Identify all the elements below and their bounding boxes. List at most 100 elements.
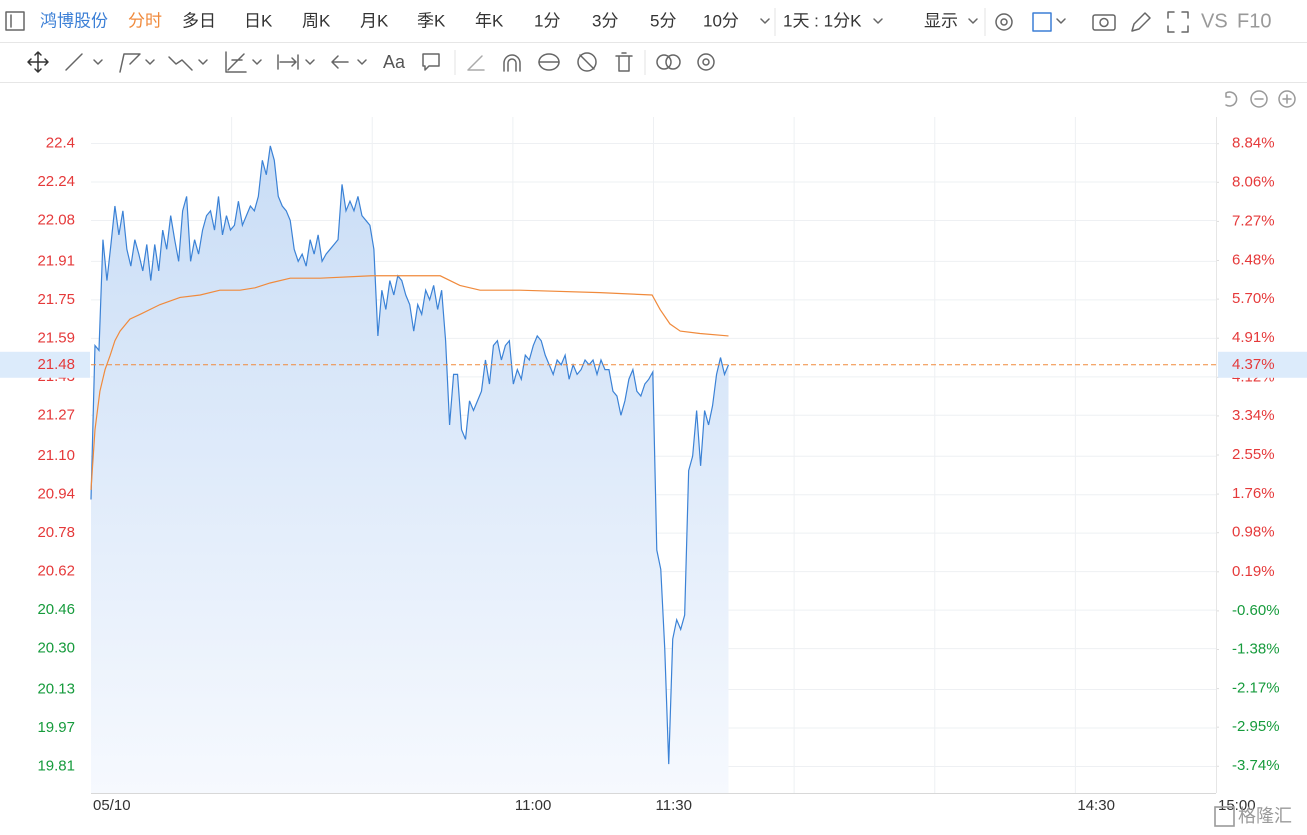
chevron[interactable] <box>873 18 883 24</box>
vs-button[interactable]: VS <box>1201 10 1228 32</box>
reset-button[interactable] <box>1225 91 1238 107</box>
icon-part <box>1099 17 1109 28</box>
period-tab[interactable]: 10分 <box>703 11 739 30</box>
period-tab[interactable]: 日K <box>244 11 273 30</box>
chevron[interactable] <box>252 59 262 65</box>
arrow-tool[interactable] <box>331 55 349 69</box>
price-area <box>91 145 729 793</box>
icon-part <box>1282 94 1292 104</box>
chevron[interactable] <box>1056 18 1066 24</box>
icon-part <box>665 54 681 70</box>
y-tick-label: 19.81 <box>37 758 75 775</box>
sidebar-toggle[interactable] <box>5 11 25 31</box>
display-menu[interactable]: 显示 <box>924 11 958 30</box>
y-tick-label: 21.27 <box>37 406 75 423</box>
move-tool[interactable] <box>27 51 49 73</box>
watermark-logo <box>1214 806 1235 827</box>
y-tick-label: 21.91 <box>37 252 75 269</box>
price-line <box>90 145 730 765</box>
y2-tick-label: -1.38% <box>1232 640 1280 657</box>
measure-tool[interactable] <box>277 54 299 70</box>
y2-tick-label: -2.95% <box>1232 718 1280 735</box>
line-tool[interactable] <box>65 53 83 71</box>
y-tick-label: 22.24 <box>37 173 75 190</box>
note-tool[interactable] <box>422 53 440 71</box>
y-tick-label: 19.97 <box>37 719 75 736</box>
fib-tool[interactable] <box>225 51 247 73</box>
drawing-toolbar: Aa <box>0 50 1307 83</box>
lock-tool[interactable] <box>503 54 521 72</box>
last-price-label: 21.48 <box>37 356 75 373</box>
icon-part <box>1000 18 1008 26</box>
x-tick-label: 15:00 <box>1218 797 1256 814</box>
x-tick-label: 11:30 <box>656 797 692 814</box>
last-price-band <box>0 351 90 378</box>
x-tick-label: 05/10 <box>93 797 131 814</box>
y2-tick-label: 0.98% <box>1232 524 1275 541</box>
chevron[interactable] <box>305 59 315 65</box>
watermark: 格隆汇 <box>1214 806 1292 827</box>
stock-name[interactable]: 鸿博股份 <box>40 11 108 30</box>
average-line <box>90 275 729 490</box>
delete-tool[interactable] <box>615 52 633 72</box>
period-tab[interactable]: 年K <box>475 11 504 30</box>
y2-tick-label: -0.60% <box>1232 602 1280 619</box>
y-tick-label: 21.59 <box>37 329 75 346</box>
period-tab[interactable]: 季K <box>417 11 446 30</box>
y2-tick-label: -3.74% <box>1232 757 1280 774</box>
wave-tool[interactable] <box>168 56 193 71</box>
y2-tick-label: 1.76% <box>1232 485 1275 502</box>
y-tick-label: 20.62 <box>37 563 75 580</box>
y2-tick-label: 5.70% <box>1232 290 1275 307</box>
magnet-tool[interactable] <box>467 55 485 71</box>
plot: 05/10 11:00 11:30 14:30 15:00 22.4 22.24 22.08 2… <box>0 117 1307 814</box>
period-tab[interactable]: 月K <box>360 11 389 30</box>
y2-tick-label: 8.84% <box>1232 135 1275 152</box>
y-tick-label: 20.46 <box>37 601 75 618</box>
y-tick-label: 20.78 <box>37 524 75 541</box>
period-tab[interactable]: 周K <box>302 11 331 30</box>
last-change-label: 4.37% <box>1232 356 1275 373</box>
chevron[interactable] <box>760 18 770 24</box>
period-select[interactable]: 1天 : 1分K <box>783 11 862 30</box>
fullscreen-icon[interactable] <box>1167 11 1189 33</box>
chevron[interactable] <box>93 59 103 65</box>
camera-icon[interactable] <box>1092 14 1116 31</box>
chevron[interactable] <box>968 18 978 24</box>
channel-tool[interactable] <box>119 53 141 73</box>
y2-tick-label: 8.06% <box>1232 173 1275 190</box>
y2-tick-label: 7.27% <box>1232 212 1275 229</box>
y-tick-label: 20.94 <box>37 486 75 503</box>
text-tool[interactable]: Aa <box>383 52 406 72</box>
chart-settings[interactable] <box>697 53 715 71</box>
y-tick-label: 21.10 <box>37 447 75 464</box>
icon-part <box>579 54 595 70</box>
y2-tick-label: 3.34% <box>1232 407 1275 424</box>
chevron[interactable] <box>357 59 367 65</box>
last-change-band <box>1218 351 1307 378</box>
period-tab[interactable]: 1分 <box>534 11 560 30</box>
y2-tick-label: -2.17% <box>1232 680 1280 697</box>
period-tabs: 分时 多日 日K 周K 月K 季K 年K 1分 3分 5分 10分 <box>128 11 739 30</box>
settings-icon[interactable] <box>995 13 1013 31</box>
zoom-in[interactable] <box>1278 90 1296 108</box>
zoom-out[interactable] <box>1250 90 1268 108</box>
color-box[interactable] <box>1032 12 1052 32</box>
period-tab[interactable]: 多日 <box>182 11 216 30</box>
y2-tick-label: 4.91% <box>1232 329 1275 346</box>
y-tick-label: 22.4 <box>46 134 75 151</box>
pencil-icon[interactable] <box>1131 12 1151 32</box>
chevron[interactable] <box>145 59 155 65</box>
f10-button[interactable]: F10 <box>1237 10 1271 32</box>
compare-tool[interactable] <box>656 54 672 70</box>
period-tab[interactable]: 5分 <box>650 11 676 30</box>
chevron[interactable] <box>198 59 208 65</box>
y-tick-label: 20.30 <box>37 640 75 657</box>
y2-tick-label: 2.55% <box>1232 446 1275 463</box>
period-tab[interactable]: 3分 <box>592 11 618 30</box>
y-tick-label: 21.75 <box>37 291 75 308</box>
hide-tool[interactable] <box>577 52 597 72</box>
period-tab[interactable]: 分时 <box>128 11 162 30</box>
